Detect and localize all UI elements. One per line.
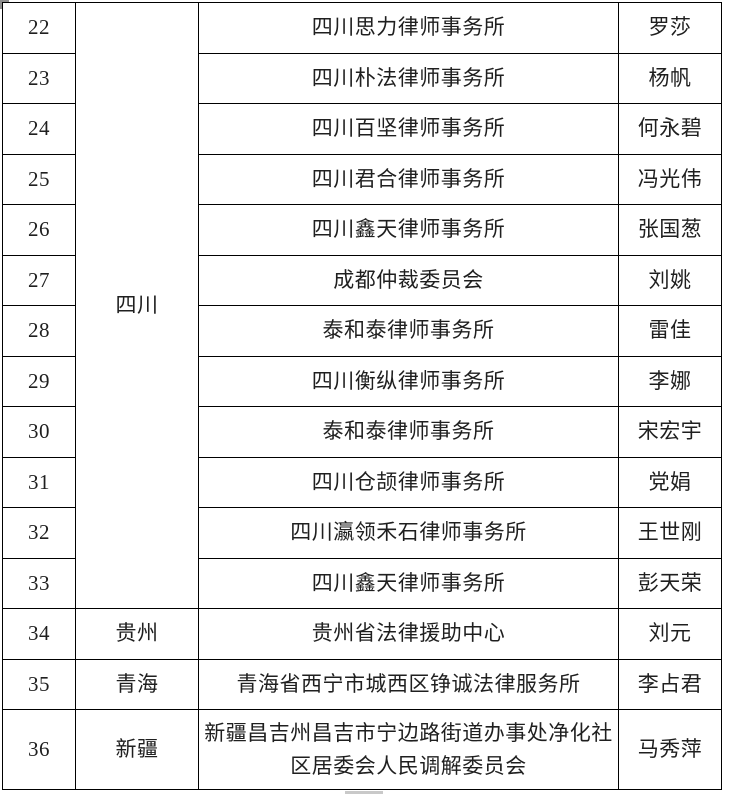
row-number-cell: 29 <box>2 355 76 407</box>
person-name-cell: 刘姚 <box>618 254 722 306</box>
organization-cell: 四川思力律师事务所 <box>198 2 619 54</box>
organization-cell: 四川仓颉律师事务所 <box>198 456 619 508</box>
row-number-cell: 22 <box>2 2 76 54</box>
organization-cell: 四川君合律师事务所 <box>198 153 619 205</box>
organization-cell: 成都仲裁委员会 <box>198 254 619 306</box>
person-name-cell: 刘元 <box>618 608 722 660</box>
organization-cell: 四川鑫天律师事务所 <box>198 204 619 256</box>
organization-cell: 泰和泰律师事务所 <box>198 406 619 458</box>
person-name-cell: 马秀萍 <box>618 709 722 790</box>
organization-cell: 新疆昌吉州昌吉市宁边路街道办事处净化社区居委会人民调解委员会 <box>198 709 619 790</box>
person-name-cell: 罗莎 <box>618 2 722 54</box>
province-cell: 四川 <box>75 2 199 609</box>
person-name-cell: 李娜 <box>618 355 722 407</box>
organization-cell: 四川百坚律师事务所 <box>198 103 619 155</box>
person-name-cell: 彭天荣 <box>618 557 722 609</box>
table-row: 25 四川君合律师事务所 冯光伟 <box>2 153 722 205</box>
province-cell: 新疆 <box>75 709 199 790</box>
person-name-cell: 杨帆 <box>618 52 722 104</box>
person-name-cell: 党娟 <box>618 456 722 508</box>
table-row: 24 四川百坚律师事务所 何永碧 <box>2 103 722 155</box>
table-row: 33 四川鑫天律师事务所 彭天荣 <box>2 557 722 609</box>
organization-cell: 四川衡纵律师事务所 <box>198 355 619 407</box>
row-number-cell: 34 <box>2 608 76 660</box>
organization-cell: 泰和泰律师事务所 <box>198 305 619 357</box>
organization-cell: 四川朴法律师事务所 <box>198 52 619 104</box>
person-name-cell: 何永碧 <box>618 103 722 155</box>
organization-cell: 四川鑫天律师事务所 <box>198 557 619 609</box>
table-row: 36 新疆 新疆昌吉州昌吉市宁边路街道办事处净化社区居委会人民调解委员会 马秀萍 <box>2 709 722 790</box>
row-number-cell: 24 <box>2 103 76 155</box>
row-number-cell: 30 <box>2 406 76 458</box>
person-name-cell: 张国葱 <box>618 204 722 256</box>
person-name-cell: 雷佳 <box>618 305 722 357</box>
table-corner-handle <box>0 0 9 9</box>
bottom-resize-handle <box>345 791 383 794</box>
row-number-cell: 25 <box>2 153 76 205</box>
table-row: 31 四川仓颉律师事务所 党娟 <box>2 456 722 508</box>
person-name-cell: 宋宏宇 <box>618 406 722 458</box>
organization-cell: 青海省西宁市城西区铮诚法律服务所 <box>198 658 619 710</box>
table-row: 27 成都仲裁委员会 刘姚 <box>2 254 722 306</box>
table-row: 30 泰和泰律师事务所 宋宏宇 <box>2 406 722 458</box>
table-row: 35 青海 青海省西宁市城西区铮诚法律服务所 李占君 <box>2 658 722 710</box>
person-name-cell: 王世刚 <box>618 507 722 559</box>
table-row: 23 四川朴法律师事务所 杨帆 <box>2 52 722 104</box>
table-row: 22 四川 四川思力律师事务所 罗莎 <box>2 2 722 609</box>
row-number-cell: 36 <box>2 709 76 790</box>
person-name-cell: 冯光伟 <box>618 153 722 205</box>
organization-cell: 贵州省法律援助中心 <box>198 608 619 660</box>
row-number-cell: 28 <box>2 305 76 357</box>
person-name-cell: 李占君 <box>618 658 722 710</box>
table-row: 32 四川瀛领禾石律师事务所 王世刚 <box>2 507 722 559</box>
province-cell: 青海 <box>75 658 199 710</box>
table-row: 28 泰和泰律师事务所 雷佳 <box>2 305 722 357</box>
row-number-cell: 26 <box>2 204 76 256</box>
row-number-cell: 35 <box>2 658 76 710</box>
row-number-cell: 33 <box>2 557 76 609</box>
organization-cell: 四川瀛领禾石律师事务所 <box>198 507 619 559</box>
row-number-cell: 31 <box>2 456 76 508</box>
row-number-cell: 23 <box>2 52 76 104</box>
row-number-cell: 27 <box>2 254 76 306</box>
table-row: 26 四川鑫天律师事务所 张国葱 <box>2 204 722 256</box>
province-cell: 贵州 <box>75 608 199 660</box>
table-row: 34 贵州 贵州省法律援助中心 刘元 <box>2 608 722 660</box>
row-number-cell: 32 <box>2 507 76 559</box>
